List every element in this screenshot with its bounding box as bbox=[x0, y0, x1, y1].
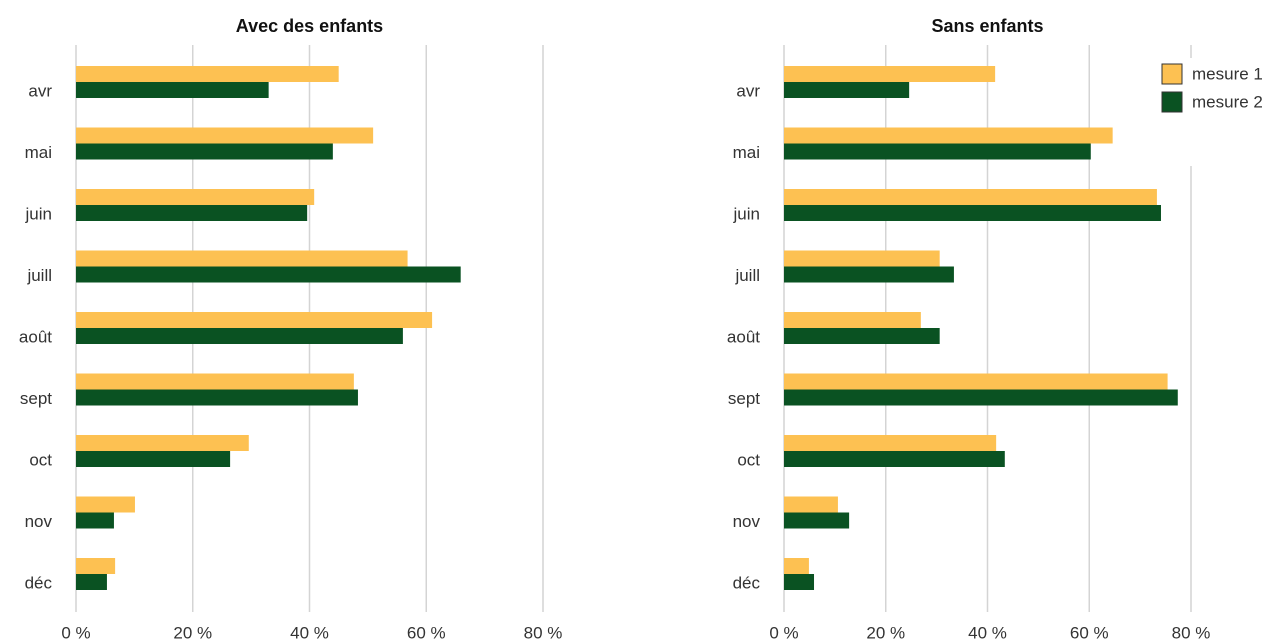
x-tick-label: 20 % bbox=[173, 623, 212, 642]
bar bbox=[784, 451, 1005, 467]
bar bbox=[784, 373, 1168, 390]
bar bbox=[76, 312, 433, 328]
y-tick-label: avr bbox=[736, 81, 760, 100]
y-tick-label: nov bbox=[25, 512, 53, 531]
bar bbox=[76, 435, 249, 451]
bar bbox=[784, 143, 1091, 160]
y-tick-label: mai bbox=[733, 143, 760, 162]
bar bbox=[76, 66, 339, 82]
bar bbox=[76, 496, 135, 513]
y-tick-label: avr bbox=[28, 81, 52, 100]
bar bbox=[784, 558, 809, 574]
bar bbox=[784, 205, 1161, 221]
y-tick-label: juin bbox=[733, 204, 760, 223]
y-tick-label: sept bbox=[20, 389, 52, 408]
bar bbox=[784, 574, 815, 590]
bar bbox=[76, 574, 107, 590]
x-tick-label: 60 % bbox=[407, 623, 446, 642]
legend-swatch bbox=[1161, 91, 1183, 113]
y-tick-label: sept bbox=[728, 389, 760, 408]
bar bbox=[784, 435, 997, 451]
y-tick-label: oct bbox=[737, 450, 760, 469]
bar bbox=[76, 373, 354, 390]
bar bbox=[784, 82, 910, 98]
bar bbox=[76, 328, 403, 344]
bar bbox=[784, 66, 996, 82]
chart-title: Avec des enfants bbox=[236, 16, 383, 36]
y-tick-label: août bbox=[727, 327, 760, 346]
y-tick-label: nov bbox=[733, 512, 761, 531]
bar bbox=[784, 496, 838, 513]
bar bbox=[784, 312, 921, 328]
y-tick-label: juill bbox=[26, 266, 52, 285]
y-tick-label: déc bbox=[25, 573, 53, 592]
x-tick-label: 20 % bbox=[866, 623, 905, 642]
bar bbox=[784, 512, 850, 529]
chart-title: Sans enfants bbox=[931, 16, 1043, 36]
bar bbox=[784, 127, 1113, 144]
x-tick-label: 40 % bbox=[968, 623, 1007, 642]
bar bbox=[76, 389, 358, 406]
bar bbox=[76, 558, 116, 574]
bar bbox=[76, 451, 231, 467]
bar bbox=[76, 82, 269, 98]
legend-label: mesure 2 bbox=[1192, 92, 1263, 111]
bar bbox=[76, 127, 374, 144]
bar bbox=[784, 266, 954, 283]
bar bbox=[784, 328, 940, 344]
bar bbox=[76, 250, 408, 267]
bar bbox=[76, 512, 114, 529]
y-tick-label: déc bbox=[733, 573, 761, 592]
bar bbox=[76, 266, 461, 283]
x-tick-label: 60 % bbox=[1070, 623, 1109, 642]
y-tick-label: juin bbox=[25, 204, 52, 223]
bar bbox=[784, 389, 1178, 406]
bar bbox=[784, 250, 940, 267]
y-tick-label: juill bbox=[734, 266, 760, 285]
x-tick-label: 80 % bbox=[524, 623, 563, 642]
bar bbox=[784, 189, 1157, 205]
x-tick-label: 0 % bbox=[61, 623, 90, 642]
bar bbox=[76, 189, 315, 205]
y-tick-label: oct bbox=[29, 450, 52, 469]
x-tick-label: 80 % bbox=[1172, 623, 1211, 642]
y-tick-label: août bbox=[19, 327, 52, 346]
bar bbox=[76, 205, 308, 221]
bar bbox=[76, 143, 333, 160]
x-tick-label: 0 % bbox=[769, 623, 798, 642]
legend-label: mesure 1 bbox=[1192, 64, 1263, 83]
x-tick-label: 40 % bbox=[290, 623, 329, 642]
y-tick-label: mai bbox=[25, 143, 52, 162]
legend-swatch bbox=[1161, 63, 1183, 85]
